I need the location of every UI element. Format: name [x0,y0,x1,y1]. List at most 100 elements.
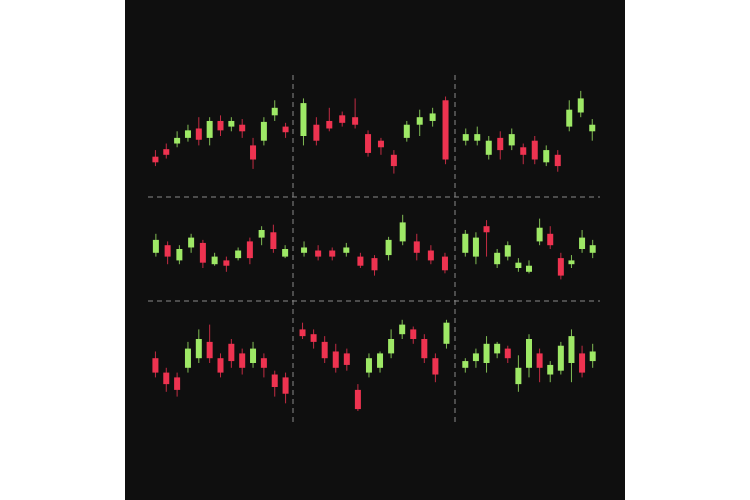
candle-body [321,341,328,359]
candle-body [228,343,235,362]
candle-body [211,256,218,265]
candle-body [589,124,596,132]
candle-body [271,107,278,116]
candle-body [441,256,448,271]
candle-body [271,374,278,387]
candle-body [326,120,333,129]
candle-body [282,377,289,394]
candle-body [474,134,481,141]
candle-body [377,353,384,368]
candle-body [526,339,532,368]
candle-body [547,364,554,375]
candle-body [174,137,181,144]
candle-body [526,265,532,272]
candle-body [332,351,339,368]
candle-body [515,367,522,385]
candle-body [577,98,584,113]
candle-body [315,250,322,257]
background [125,0,625,500]
candle-body [246,241,253,259]
candle-body [399,324,406,335]
candle-body [508,134,515,146]
candle-body [531,140,538,160]
candle-body [152,358,159,373]
candle-body [217,358,224,373]
candle-body [163,149,170,155]
candle-body [485,140,492,155]
candle-body [299,329,306,337]
candle-body [579,237,586,249]
candle-body [300,103,307,136]
candle-body [352,117,359,125]
candle-body [206,341,213,359]
candle-body [403,124,410,138]
candle-body [543,150,550,163]
candle-body [421,339,428,359]
candle-body [357,256,364,266]
candle-body [188,237,195,248]
candle-body [371,258,378,271]
candle-body [313,124,320,141]
candle-body [310,334,317,342]
candle-body [410,329,417,339]
candle-body [413,241,420,253]
candle-body [228,120,235,127]
candle-body [483,343,490,363]
candle-body [152,239,159,253]
candle-body [223,260,230,266]
candle-body [494,252,501,265]
candle-body [515,262,522,268]
candle-body [163,372,170,385]
candle-body [329,250,336,257]
candle-body [282,249,289,257]
candle-body [536,353,543,368]
candle-body [432,358,439,375]
candle-body [442,100,449,160]
candle-body [388,339,395,354]
candle-body [206,120,213,138]
candle-body [377,140,384,148]
candle-body [536,227,543,242]
candle-body [152,156,159,163]
candle-body [174,377,181,390]
candle-body [282,126,289,133]
candle-body [343,353,350,365]
candle-body [184,348,191,368]
candle-body [483,226,490,233]
candle-body [239,124,246,132]
candle-body [390,154,397,167]
candle-body [557,258,564,276]
candle-body [462,361,469,368]
candle-body [589,351,596,362]
candle-body [199,242,206,263]
candle-body [429,113,436,121]
candle-body [239,353,246,368]
candle-body [497,137,504,151]
candle-body [472,353,479,362]
candle-body [416,117,423,125]
candle-body [566,109,573,127]
candle-body [427,250,434,261]
candle-body [579,353,586,373]
candle-body [195,339,202,359]
candle-body [354,389,361,410]
candle-body [258,230,265,238]
candle-body [547,233,554,246]
candle-body [568,260,575,265]
candle-body [462,233,469,253]
candle-body [365,134,372,153]
candle-body [365,358,372,373]
candle-body [557,345,564,371]
candle-body [250,145,257,160]
candle-body [260,121,267,141]
candle-body [504,245,511,257]
candle-body [250,348,257,363]
candle-body [184,130,191,138]
candle-body [217,120,224,131]
candle-body [176,249,183,261]
candle-body [195,128,202,140]
candle-body [494,343,501,354]
candle-body [472,237,479,257]
candle-body [301,247,308,253]
